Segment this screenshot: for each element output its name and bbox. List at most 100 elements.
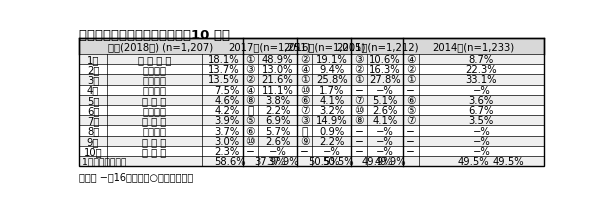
Text: 2.3%: 2.3% [214,146,240,156]
Text: −%: −% [472,136,490,146]
Bar [79,39,544,55]
Text: 2位: 2位 [87,65,99,75]
Text: ④: ④ [246,85,255,95]
Text: 2.6%: 2.6% [372,105,398,116]
Text: ⑥: ⑥ [246,126,255,136]
Text: 4.1%: 4.1% [319,95,344,105]
Text: 16.3%: 16.3% [369,65,401,75]
Text: ③: ③ [246,65,255,75]
Text: 3.9%: 3.9% [214,116,240,126]
Text: 鶴　　竜: 鶴 竜 [142,105,166,116]
Text: −: − [406,146,415,156]
Text: 5.7%: 5.7% [265,126,290,136]
Text: 48.9%: 48.9% [262,55,293,65]
Text: 4.1%: 4.1% [372,116,398,126]
Text: ⑪: ⑪ [247,105,254,116]
Text: ⑦: ⑦ [354,95,364,105]
Text: 11.1%: 11.1% [261,85,294,95]
Text: 2015年(n=1,212): 2015年(n=1,212) [336,42,418,52]
Bar [79,136,544,146]
Text: 5位: 5位 [87,95,99,105]
Text: 高　　安: 高 安 [142,85,166,95]
Text: 2016年(n=1,201): 2016年(n=1,201) [283,42,365,52]
Text: ⑥: ⑥ [300,95,309,105]
Text: ⑦: ⑦ [406,116,415,126]
Text: −%: −% [472,126,490,136]
Text: −: − [406,136,415,146]
Text: 50.5%: 50.5% [322,156,353,166]
Text: 22.3%: 22.3% [466,65,497,75]
Text: 琴 奨 菊: 琴 奨 菊 [142,116,167,126]
Text: 13.5%: 13.5% [208,75,240,85]
Text: 19.1%: 19.1% [316,55,348,65]
Text: 1位: 1位 [87,55,99,65]
Text: ④: ④ [300,65,309,75]
Text: ①: ① [354,75,364,85]
Text: 10.6%: 10.6% [369,55,401,65]
Text: 2.2%: 2.2% [319,136,345,146]
Bar [79,65,544,75]
Text: ③: ③ [354,55,364,65]
Text: 13.0%: 13.0% [262,65,293,75]
Text: −%: −% [472,85,490,95]
Text: 今回(2018年) (n=1,207): 今回(2018年) (n=1,207) [108,42,213,52]
Text: 5.1%: 5.1% [372,95,398,105]
Bar [79,55,544,65]
Text: ①: ① [406,75,415,85]
Text: 4.2%: 4.2% [214,105,240,116]
Text: −: − [300,146,309,156]
Bar [79,126,544,136]
Text: −: − [354,126,364,136]
Text: 7位: 7位 [87,116,99,126]
Text: 49.9%: 49.9% [375,156,406,166]
Text: −: − [354,146,364,156]
Text: 49.5%: 49.5% [458,156,489,166]
Text: ⑩: ⑩ [300,85,309,95]
Text: −: − [246,146,255,156]
Text: ⑩: ⑩ [354,105,364,116]
Bar [79,95,544,105]
Text: 1.7%: 1.7% [319,85,345,95]
Text: −: − [354,136,364,146]
Text: 3.6%: 3.6% [469,95,494,105]
Text: 3.2%: 3.2% [319,105,344,116]
Text: 3.8%: 3.8% [265,95,290,105]
Text: ⑨: ⑨ [300,136,309,146]
Text: −%: −% [376,146,394,156]
Text: 25.8%: 25.8% [316,75,348,85]
Text: 14.9%: 14.9% [316,116,348,126]
Text: ⑥: ⑥ [406,95,415,105]
Text: 6.7%: 6.7% [469,105,494,116]
Text: 稀 勢 の 里: 稀 勢 の 里 [137,55,171,65]
Text: 49.9%: 49.9% [361,156,393,166]
Text: ②: ② [300,55,309,65]
Text: 千　　良: 千 良 [142,126,166,136]
Text: 2014年(n=1,233): 2014年(n=1,233) [432,42,514,52]
Text: 4位: 4位 [87,85,99,95]
Text: 2.6%: 2.6% [265,136,290,146]
Text: −: − [354,85,364,95]
Text: −: − [406,126,415,136]
Bar [79,116,544,126]
Text: ②: ② [354,65,364,75]
Bar [79,39,544,166]
Text: ⑤: ⑤ [246,116,255,126]
Text: 2.2%: 2.2% [265,105,290,116]
Bar [79,75,544,85]
Text: ①: ① [300,75,309,85]
Text: 2017年(n=1,251): 2017年(n=1,251) [229,42,311,52]
Text: 50.5%: 50.5% [308,156,340,166]
Text: ⑦: ⑦ [300,105,309,116]
Text: 9.4%: 9.4% [319,65,344,75]
Text: 33.1%: 33.1% [466,75,497,85]
Text: −%: −% [376,136,394,146]
Text: −%: −% [376,85,394,95]
Text: ⑭: ⑭ [302,126,308,136]
Text: 18.1%: 18.1% [208,55,240,65]
Text: 9位: 9位 [87,136,99,146]
Text: 1人も浮かばない: 1人も浮かばない [82,157,126,166]
Text: ④: ④ [406,55,415,65]
Text: ③: ③ [300,116,309,126]
Text: −%: −% [472,146,490,156]
Text: 遠　　藤: 遠 藤 [142,65,166,75]
